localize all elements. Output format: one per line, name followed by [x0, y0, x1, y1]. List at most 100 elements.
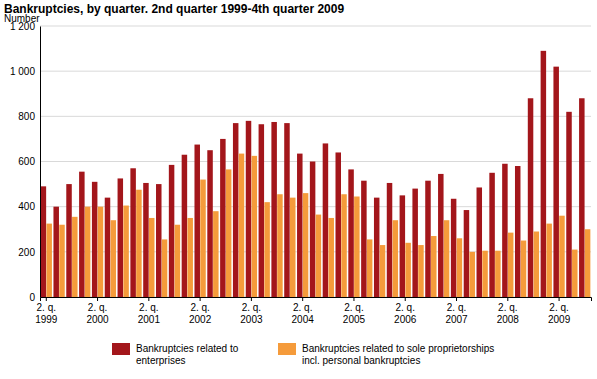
x-tick: 2. q.2008: [497, 297, 520, 325]
series: [46, 154, 590, 297]
x-tick-label: 2. q.2001: [138, 302, 161, 325]
bar: [444, 220, 449, 297]
bar: [290, 198, 295, 297]
x-tick-label-line: 2. q.: [396, 302, 415, 313]
bar: [323, 143, 328, 297]
bar: [546, 224, 551, 297]
x-tick-label: 2. q.2002: [189, 302, 212, 325]
x-tick-label-line: 1999: [35, 314, 58, 325]
x-tick-label-line: 2003: [240, 314, 263, 325]
grid-line: [40, 116, 591, 117]
y-axis-line: [40, 27, 41, 298]
x-tick-mark: [148, 297, 149, 301]
y-tick-label: 400: [18, 201, 35, 212]
bar: [200, 180, 205, 297]
x-tick: 2. q.2007: [445, 297, 468, 325]
bar: [105, 198, 110, 297]
x-tick-mark: [507, 297, 508, 301]
bar: [431, 236, 436, 297]
series: [41, 51, 585, 297]
bar: [92, 182, 97, 297]
bar: [72, 217, 77, 297]
bar: [213, 211, 218, 297]
bar: [259, 124, 264, 297]
x-tick-label-line: 2. q.: [88, 302, 107, 313]
bar: [118, 178, 123, 297]
y-tick: 1 000: [10, 66, 40, 77]
bar: [316, 215, 321, 297]
bar: [182, 155, 187, 297]
x-tick-label: 2. q.2000: [86, 302, 109, 325]
bar: [264, 202, 269, 297]
y-axis: 02004006008001 0001 200: [10, 21, 41, 303]
legend-label-line: Bankruptcies related to sole proprietors…: [302, 343, 494, 354]
x-tick-label-line: 2008: [497, 314, 520, 325]
x-tick-label-line: 2. q.: [498, 302, 517, 313]
grid-line: [40, 161, 591, 162]
x-tick-label-line: 2006: [394, 314, 417, 325]
bar: [566, 112, 571, 297]
bar: [457, 238, 462, 297]
x-tick-label: 2. q.2003: [240, 302, 263, 325]
bar: [418, 245, 423, 297]
bar: [489, 173, 494, 297]
y-tick-label: 1 000: [10, 66, 35, 77]
x-tick-label-line: 2. q.: [344, 302, 363, 313]
bar: [559, 216, 564, 297]
bar: [85, 207, 90, 297]
y-tick: 800: [18, 111, 40, 122]
bar: [98, 207, 103, 297]
bar: [393, 220, 398, 297]
x-tick: 2. q.2000: [86, 297, 109, 325]
x-tick: 2. q.2005: [343, 297, 366, 325]
legend-label-line: enterprises: [136, 355, 185, 366]
bar: [233, 123, 238, 297]
bar: [169, 165, 174, 297]
legend-label: Bankruptcies related to sole proprietors…: [302, 343, 494, 366]
x-tick-label-line: 2007: [445, 314, 468, 325]
bar: [451, 199, 456, 297]
bar: [79, 172, 84, 297]
y-tick: 600: [18, 156, 40, 167]
x-tick-label-line: 2009: [548, 314, 571, 325]
bar: [464, 210, 469, 297]
bar: [111, 220, 116, 297]
x-tick-label-line: 2. q.: [293, 302, 312, 313]
bar: [528, 98, 533, 297]
legend: Bankruptcies related toenterprises Bankru…: [112, 343, 494, 366]
x-tick-mark: [251, 297, 252, 301]
x-tick-label-line: 2. q.: [139, 302, 158, 313]
bar: [66, 184, 71, 297]
legend-swatch: [112, 343, 130, 355]
x-tick-label-line: 2. q.: [37, 302, 56, 313]
x-tick-label: 2. q.2004: [292, 302, 315, 325]
bar: [374, 198, 379, 297]
bar: [572, 250, 577, 297]
bar: [194, 145, 199, 297]
x-tick-label-line: 2. q.: [242, 302, 261, 313]
legend-label-line: Bankruptcies related to: [136, 343, 239, 354]
bar: [53, 207, 58, 297]
bar: [328, 218, 333, 297]
bar: [348, 169, 353, 297]
grid: [40, 26, 591, 297]
bar: [412, 189, 417, 297]
bar: [579, 98, 584, 297]
bar: [41, 186, 46, 297]
x-tick-mark: [456, 297, 457, 301]
bar: [130, 168, 135, 297]
bar: [541, 51, 546, 297]
bar: [156, 184, 161, 297]
legend-label-line: incl. personal bankruptcies: [302, 355, 420, 366]
x-tick-mark: [559, 297, 560, 301]
bar: [303, 193, 308, 297]
x-tick-label-line: 2002: [189, 314, 212, 325]
x-tick: 2. q.2006: [394, 297, 417, 325]
y-tick: 400: [18, 201, 40, 212]
y-tick: 200: [18, 247, 40, 258]
x-tick-label-line: 2. q.: [549, 302, 568, 313]
bar: [239, 154, 244, 297]
x-tick-label-line: 2000: [86, 314, 109, 325]
legend-item: Bankruptcies related to sole proprietors…: [278, 343, 494, 366]
bar: [534, 232, 539, 297]
